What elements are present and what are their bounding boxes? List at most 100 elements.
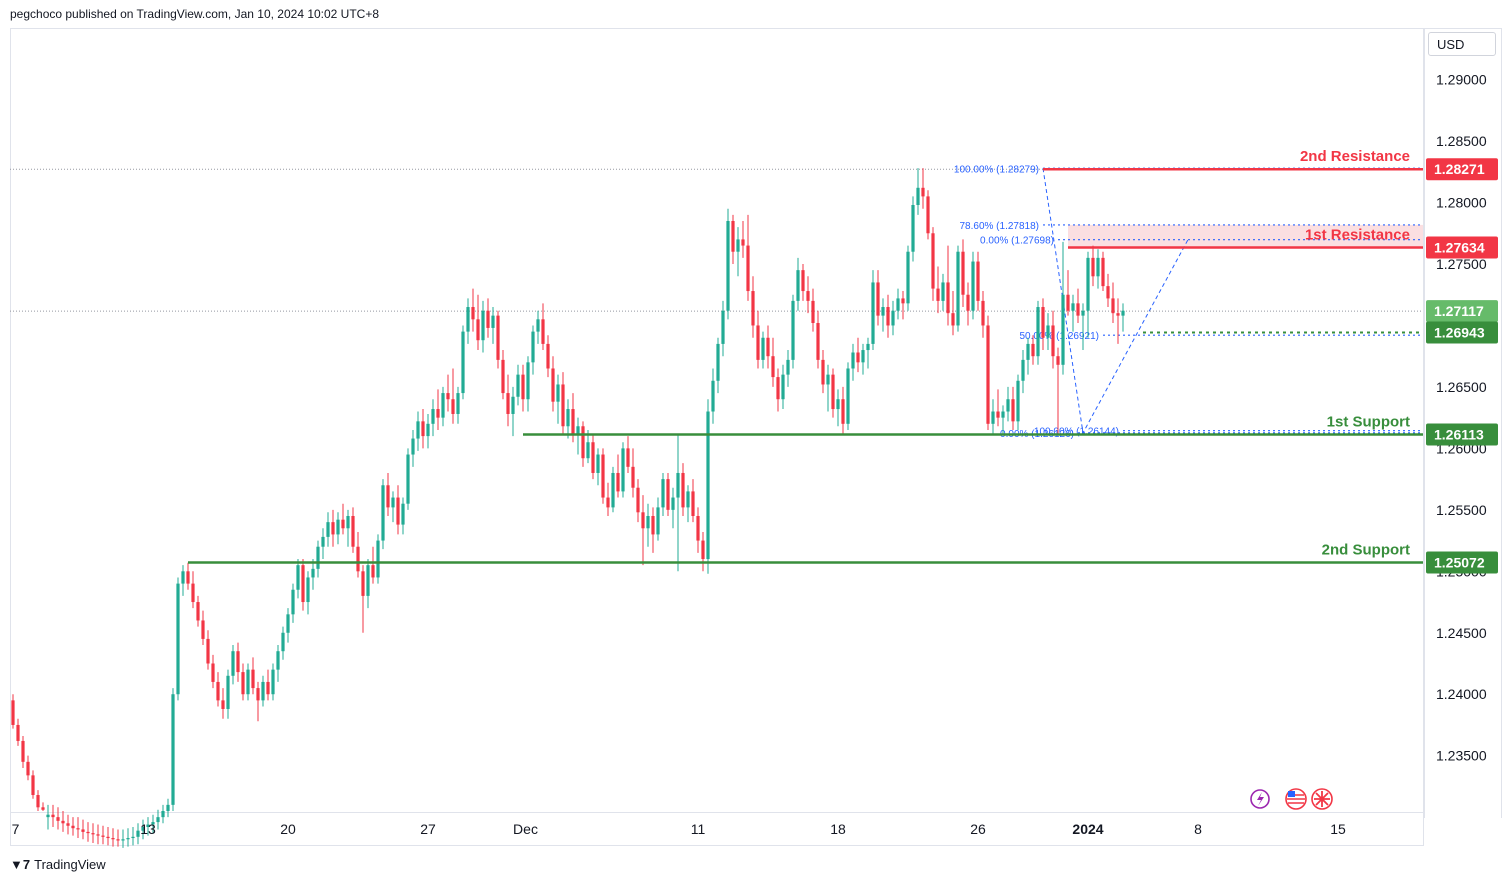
candle-body: [1101, 257, 1105, 287]
price-tick-label: 1.28500: [1436, 133, 1487, 149]
candle-body: [61, 820, 65, 824]
candle-body: [1106, 286, 1110, 299]
candle-body: [646, 515, 650, 529]
candle-body: [561, 384, 565, 427]
candle-body: [1041, 307, 1045, 338]
us-flag-canton-icon: [1288, 791, 1295, 797]
candle-body: [926, 196, 930, 234]
candle-body: [556, 384, 560, 402]
candle-body: [826, 374, 830, 385]
footer-branding[interactable]: ▼7 TradingView: [10, 857, 106, 872]
candle-body: [961, 251, 965, 295]
candle-body: [626, 448, 630, 467]
candle-body: [81, 829, 85, 832]
chart-pane[interactable]: [10, 28, 1424, 846]
candle-body: [281, 632, 285, 652]
candle-body: [96, 834, 100, 836]
candle-body: [331, 522, 335, 535]
price-tag: [1426, 300, 1498, 323]
candle-body: [316, 546, 320, 569]
fib-swing-line: [1042, 168, 1189, 435]
candle-body: [896, 298, 900, 311]
candle-body: [296, 565, 300, 590]
candle-body: [86, 831, 90, 834]
candle-body: [161, 811, 165, 818]
candle-body: [531, 331, 535, 363]
price-tag: [1426, 158, 1498, 181]
candle-body: [351, 515, 355, 547]
candle-body: [741, 239, 745, 246]
candle-body: [1046, 325, 1050, 338]
candle-body: [396, 497, 400, 525]
candle-body: [751, 291, 755, 326]
candle-body: [416, 421, 420, 439]
candle-body: [261, 681, 265, 701]
time-tick-label: 13: [140, 821, 156, 837]
time-axis[interactable]: [10, 812, 1424, 847]
fib-level-label: 50.00% (1.26921): [1019, 331, 1099, 342]
candle-body: [181, 571, 185, 584]
candle-body: [821, 359, 825, 385]
time-tick-label: 18: [830, 821, 846, 837]
candle-body: [1061, 294, 1065, 365]
level-label: 2nd Resistance: [1300, 148, 1410, 165]
candle-body: [836, 399, 840, 410]
candle-body: [246, 669, 250, 695]
candle-body: [911, 205, 915, 252]
candle-body: [621, 448, 625, 492]
candle-body: [901, 298, 905, 304]
price-tag-label: 1.28271: [1434, 161, 1485, 177]
candle-body: [206, 638, 210, 664]
candle-body: [881, 307, 885, 316]
candle-body: [661, 479, 665, 508]
candle-body: [231, 651, 235, 676]
time-tick-label: 27: [420, 821, 436, 837]
candle-body: [1091, 257, 1095, 277]
candle-body: [861, 350, 865, 363]
candle-body: [1006, 399, 1010, 412]
candle-body: [1071, 303, 1075, 311]
candle-body: [846, 368, 850, 424]
candle-body: [186, 571, 190, 584]
currency-button[interactable]: USD: [1428, 32, 1496, 56]
candle-body: [146, 824, 150, 827]
lightning-icon[interactable]: [1250, 789, 1270, 809]
candle-body: [1096, 257, 1100, 277]
candle-body: [946, 282, 950, 314]
price-tick-label: 1.26500: [1436, 379, 1487, 395]
candle-body: [326, 522, 330, 537]
candle-body: [406, 454, 410, 504]
candle-body: [121, 839, 125, 841]
candle-body: [756, 325, 760, 360]
candle-body: [996, 411, 1000, 418]
candle-body: [781, 374, 785, 400]
candle-body: [311, 568, 315, 578]
candle-body: [566, 409, 570, 427]
candle-body: [156, 817, 160, 823]
candle-body: [1036, 307, 1040, 357]
candle-body: [981, 300, 985, 326]
candle-body: [131, 836, 135, 839]
candle-body: [31, 775, 35, 796]
footer-brand-text: TradingView: [34, 857, 106, 872]
candle-body: [471, 307, 475, 320]
candle-body: [1066, 294, 1070, 311]
indicator-icons[interactable]: [1250, 788, 1333, 810]
candle-body: [466, 307, 470, 332]
candle-body: [736, 239, 740, 252]
candle-body: [966, 294, 970, 311]
price-tick-label: 1.24000: [1436, 686, 1487, 702]
price-axis[interactable]: [1424, 28, 1502, 818]
candle-body: [226, 675, 230, 709]
candle-body: [171, 694, 175, 805]
candle-body: [986, 325, 990, 424]
candle-body: [1021, 359, 1025, 381]
resistance-zone: [1068, 224, 1423, 248]
candle-body: [66, 823, 70, 826]
candle-body: [41, 807, 45, 810]
candle-body: [991, 411, 995, 424]
price-tick-label: 1.24500: [1436, 625, 1487, 641]
candle-body: [571, 409, 575, 434]
candle-body: [201, 620, 205, 639]
candle-body: [356, 546, 360, 572]
